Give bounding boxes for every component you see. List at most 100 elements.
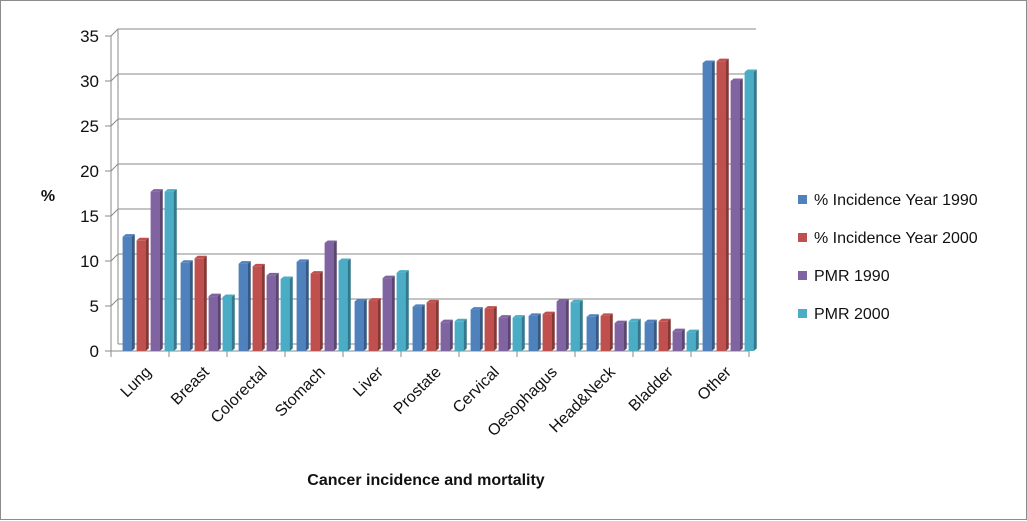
bar-side — [579, 299, 583, 351]
bar-top — [498, 315, 511, 318]
bar — [672, 328, 685, 351]
bar — [136, 237, 149, 351]
bar — [484, 306, 497, 351]
y-tick-label: 30 — [80, 72, 99, 91]
bar-front — [586, 316, 596, 351]
bar-top — [194, 255, 207, 259]
bar-side — [261, 263, 265, 351]
bar-front — [180, 262, 190, 351]
bar-front — [208, 296, 218, 351]
legend-label: % Incidence Year 1990 — [814, 192, 978, 209]
bar-side — [405, 270, 409, 351]
bar-top — [338, 258, 351, 261]
bar — [528, 313, 541, 351]
bar-front — [266, 275, 276, 351]
bar-top — [672, 328, 685, 332]
bar-side — [217, 293, 221, 351]
y-tick-label: 15 — [80, 207, 99, 226]
bar-top — [512, 315, 525, 318]
bar-top — [252, 263, 265, 267]
legend-swatch — [798, 309, 807, 318]
bar-side — [595, 314, 599, 351]
bar-side — [449, 319, 453, 351]
bar-top — [628, 318, 641, 322]
bar — [354, 298, 367, 351]
bar-side — [521, 315, 525, 351]
bar-front — [412, 306, 422, 351]
bar-side — [189, 260, 193, 351]
bar-top — [412, 304, 425, 307]
bar-front — [644, 322, 654, 351]
legend-label: PMR 1990 — [814, 268, 890, 285]
bar-side — [537, 313, 541, 351]
bar-top — [368, 298, 381, 301]
legend-item: PMR 1990 — [798, 268, 890, 285]
bar — [556, 298, 569, 351]
bar-front — [628, 321, 638, 351]
bar-side — [305, 259, 309, 351]
bar-top — [150, 189, 163, 192]
bar-top — [382, 275, 395, 279]
bar-front — [338, 261, 348, 351]
bar-side — [275, 272, 279, 351]
bar-front — [136, 240, 146, 351]
bar-front — [280, 279, 290, 351]
legend-item: % Incidence Year 2000 — [798, 230, 978, 247]
bar — [266, 272, 279, 351]
bar-top — [280, 276, 293, 279]
bar — [368, 298, 381, 351]
bar — [454, 318, 467, 351]
x-axis-label: Cancer incidence and mortality — [307, 472, 545, 489]
bar-top — [716, 58, 729, 62]
bar-front — [498, 317, 508, 351]
bar-front — [382, 278, 392, 351]
bar-front — [426, 302, 436, 351]
bar-front — [528, 315, 538, 351]
bar — [744, 69, 757, 351]
y-tick-label: 0 — [90, 342, 99, 361]
bar-front — [512, 317, 522, 351]
bar — [586, 314, 599, 351]
bar — [338, 258, 351, 351]
legend-item: % Incidence Year 1990 — [798, 192, 978, 209]
bar-front — [396, 272, 406, 351]
bar-top — [528, 313, 541, 316]
bar-front — [600, 315, 610, 351]
bar-side — [753, 69, 757, 351]
bar-side — [623, 320, 627, 351]
bar-top — [136, 237, 149, 241]
bar-front — [454, 321, 464, 351]
y-tick-label: 10 — [80, 252, 99, 271]
bar-top — [324, 240, 337, 243]
bar-top — [644, 319, 657, 323]
bar-front — [296, 261, 306, 351]
legend-label: % Incidence Year 2000 — [814, 230, 978, 247]
legend: % Incidence Year 1990 % Incidence Year 20… — [798, 192, 978, 323]
bar-front — [542, 314, 552, 351]
bar-front — [122, 236, 132, 351]
gridline-depth — [110, 118, 119, 127]
bar — [296, 259, 309, 351]
bar-front — [164, 191, 174, 351]
bar-front — [354, 301, 364, 351]
bar-side — [145, 237, 149, 351]
bar-front — [716, 61, 726, 351]
bar-front — [686, 332, 696, 351]
legend-swatch — [798, 233, 807, 242]
bar — [412, 304, 425, 351]
x-tick-label: Prostate — [391, 364, 445, 418]
bar — [628, 318, 641, 351]
bar — [440, 319, 453, 351]
gridline-depth — [110, 28, 119, 37]
y-axis-label: % — [41, 188, 55, 205]
bar-top — [440, 319, 453, 323]
bar-side — [231, 294, 235, 351]
bar-top — [600, 313, 613, 316]
bar-side — [493, 306, 497, 351]
bar-front — [556, 301, 566, 351]
bar-front — [440, 322, 450, 351]
bar-side — [363, 298, 367, 351]
bar-side — [479, 307, 483, 351]
bar-top — [454, 318, 467, 322]
